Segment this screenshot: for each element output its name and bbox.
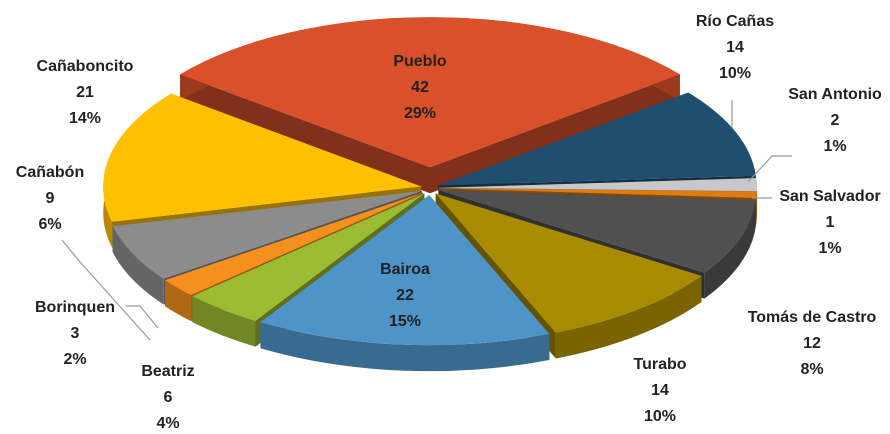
value-label: 14: [726, 39, 744, 56]
slice: [438, 190, 756, 273]
slice-wall: [260, 322, 550, 372]
leader-line: [126, 305, 159, 329]
slice: [438, 178, 757, 192]
leader-line: [61, 239, 151, 341]
slice: [438, 188, 757, 198]
percent-label: 10%: [719, 65, 751, 82]
value-label: 21: [76, 84, 94, 101]
percent-label: 2%: [63, 351, 86, 368]
slice-label: Pueblo: [393, 53, 447, 70]
slice-label: San Antonio: [788, 86, 882, 103]
slice-wall: [192, 296, 256, 347]
slice-label: Río Cañas: [696, 13, 774, 30]
leader-line: [747, 155, 792, 183]
slice: [260, 195, 550, 346]
slice-label: Cañaboncito: [37, 58, 134, 75]
slice-wall: [704, 199, 756, 299]
slice-side: [430, 74, 680, 194]
slice: [103, 93, 422, 222]
percent-label: 14%: [69, 110, 101, 127]
slice: [192, 193, 425, 321]
value-label: 14: [651, 382, 669, 399]
slice-label: Beatriz: [141, 363, 194, 380]
value-label: 22: [396, 287, 414, 304]
slice-label: Cañabón: [16, 164, 84, 181]
slice-label: San Salvador: [779, 188, 880, 205]
labels: Pueblo 42 29% Río Cañas 14 10% San Antonio 2 1% S…: [16, 13, 882, 432]
slice-label: Bairoa: [380, 261, 430, 278]
slice: [435, 193, 702, 333]
slice: [164, 192, 424, 296]
slice-side: [180, 74, 430, 194]
value-label: 9: [46, 190, 55, 207]
percent-label: 10%: [644, 408, 676, 425]
slice-label: Borinquen: [35, 299, 115, 316]
value-label: 1: [826, 214, 835, 231]
percent-label: 15%: [389, 313, 421, 330]
slice-wall: [112, 226, 164, 305]
slice: [438, 92, 756, 186]
value-label: 3: [71, 325, 80, 342]
percent-label: 29%: [404, 105, 436, 122]
value-label: 6: [164, 389, 173, 406]
value-label: 42: [411, 79, 429, 96]
percent-label: 1%: [818, 240, 841, 257]
slice: [112, 191, 422, 279]
leader-lines: [61, 100, 792, 341]
percent-label: 6%: [38, 216, 61, 233]
value-label: 12: [803, 335, 821, 352]
slice: [180, 17, 680, 168]
slice-wall: [555, 275, 702, 359]
value-label: 2: [831, 112, 840, 129]
slice-wall: [164, 280, 192, 322]
slice-wall: [756, 191, 757, 224]
slice-tops: [103, 17, 757, 346]
percent-label: 4%: [156, 415, 179, 432]
slice-label: Turabo: [633, 356, 686, 373]
percent-label: 1%: [823, 138, 846, 155]
percent-label: 8%: [800, 361, 823, 378]
slice-label: Tomás de Castro: [748, 309, 877, 326]
